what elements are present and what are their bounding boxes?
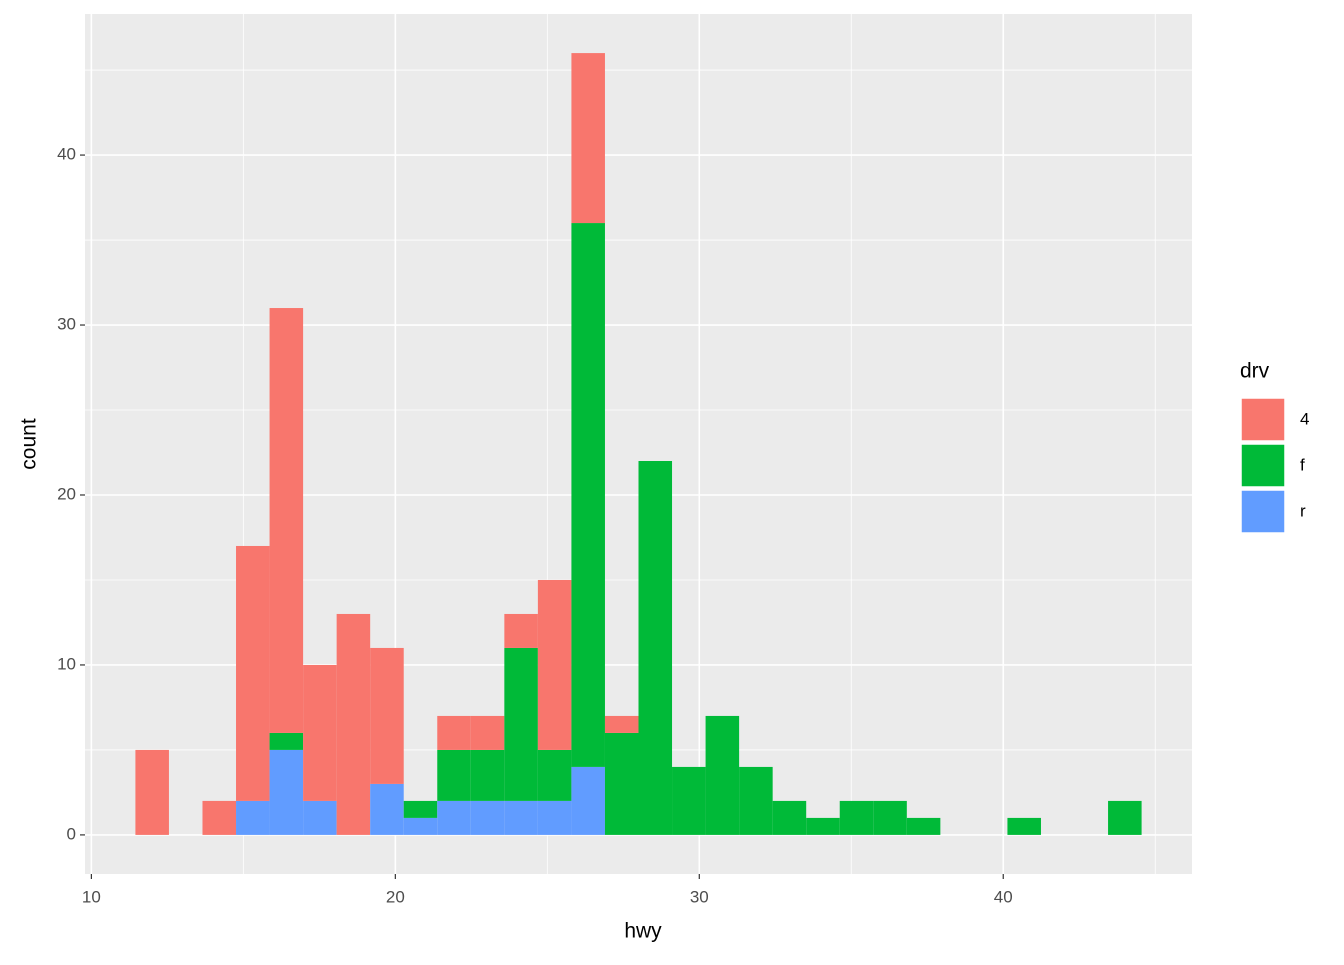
histogram-bar <box>571 766 605 835</box>
histogram-bar <box>806 817 840 835</box>
histogram-bar <box>336 613 371 835</box>
legend-key <box>1240 397 1286 442</box>
histogram-bar <box>537 749 572 801</box>
histogram-bar <box>504 613 538 648</box>
y-tick-label: 20 <box>57 484 76 503</box>
histogram-bar <box>537 800 572 835</box>
histogram-bar <box>236 545 270 801</box>
histogram-bar <box>236 800 270 835</box>
x-tick-label: 30 <box>690 887 709 906</box>
x-tick-label: 40 <box>994 887 1013 906</box>
histogram-bar <box>437 749 471 801</box>
histogram-bar <box>705 715 740 835</box>
legend-key <box>1240 489 1286 534</box>
histogram-bar <box>370 783 404 835</box>
legend-title: drv <box>1240 360 1270 383</box>
histogram-bar <box>571 53 605 224</box>
histogram-bar <box>202 800 237 835</box>
histogram-bar <box>470 749 505 801</box>
histogram-bar <box>672 766 706 835</box>
histogram-bar <box>772 800 807 835</box>
legend-label: f <box>1300 455 1305 474</box>
y-axis-title: count <box>18 418 41 470</box>
x-axis-title: hwy <box>624 920 662 943</box>
histogram-bar <box>269 749 304 835</box>
y-tick-label: 10 <box>57 654 76 673</box>
histogram-bar <box>303 800 337 835</box>
histogram-bar <box>470 800 505 835</box>
legend-key <box>1240 443 1286 488</box>
histogram-bar <box>470 715 505 750</box>
y-tick-label: 30 <box>57 315 76 334</box>
histogram-bar <box>1108 800 1142 835</box>
legend-label: 4 <box>1300 409 1309 428</box>
histogram-bar <box>571 223 605 767</box>
x-tick-label: 10 <box>82 887 101 906</box>
histogram-bar <box>1007 817 1041 835</box>
histogram-bar <box>504 647 538 801</box>
y-tick-label: 40 <box>57 145 76 164</box>
histogram-bar <box>739 766 773 835</box>
legend-label: r <box>1300 501 1306 520</box>
histogram-bar <box>437 800 471 835</box>
histogram-bar <box>303 664 337 801</box>
histogram-bar <box>537 579 572 750</box>
y-tick-label: 0 <box>67 824 76 843</box>
histogram-bar <box>135 749 169 835</box>
histogram-bar <box>269 308 304 733</box>
histogram-bar <box>604 715 639 733</box>
histogram-bar <box>839 800 874 835</box>
histogram-bar <box>604 732 639 835</box>
histogram-bar <box>269 732 304 750</box>
histogram-bar <box>437 715 471 750</box>
histogram-bar <box>638 460 673 835</box>
histogram-bar <box>403 800 438 818</box>
x-tick-label: 20 <box>386 887 405 906</box>
histogram-bar <box>873 800 907 835</box>
histogram-bar <box>906 817 941 835</box>
histogram-bar <box>370 647 404 784</box>
histogram-bar <box>403 817 438 835</box>
histogram-bar <box>504 800 538 835</box>
